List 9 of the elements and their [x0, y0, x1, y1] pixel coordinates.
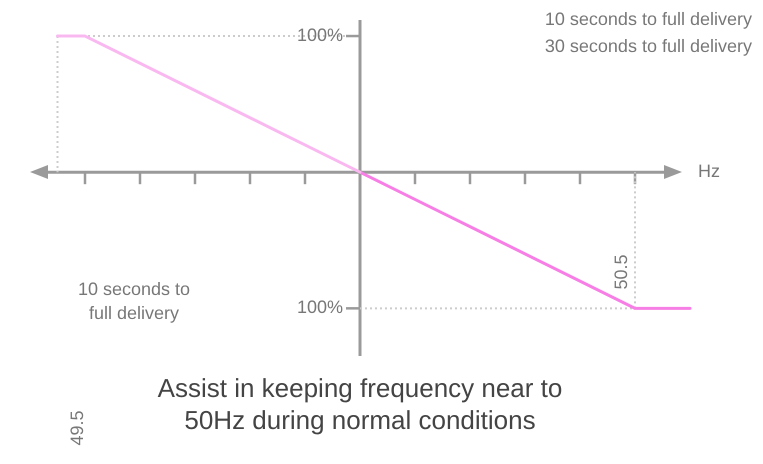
- annotation: 100%: [296, 24, 343, 45]
- text: Hz: [698, 160, 720, 181]
- text: 49.5: [66, 410, 87, 446]
- annotation: 30 seconds to full delivery: [544, 36, 752, 56]
- text: 10 seconds to full delivery: [544, 8, 752, 29]
- text: Assist in keeping frequency near to 50Hz during normal conditions: [156, 372, 564, 436]
- annotation: 100%: [296, 296, 343, 317]
- annotation: 50.5: [610, 254, 631, 290]
- annotation: 10 seconds to full delivery: [78, 278, 190, 323]
